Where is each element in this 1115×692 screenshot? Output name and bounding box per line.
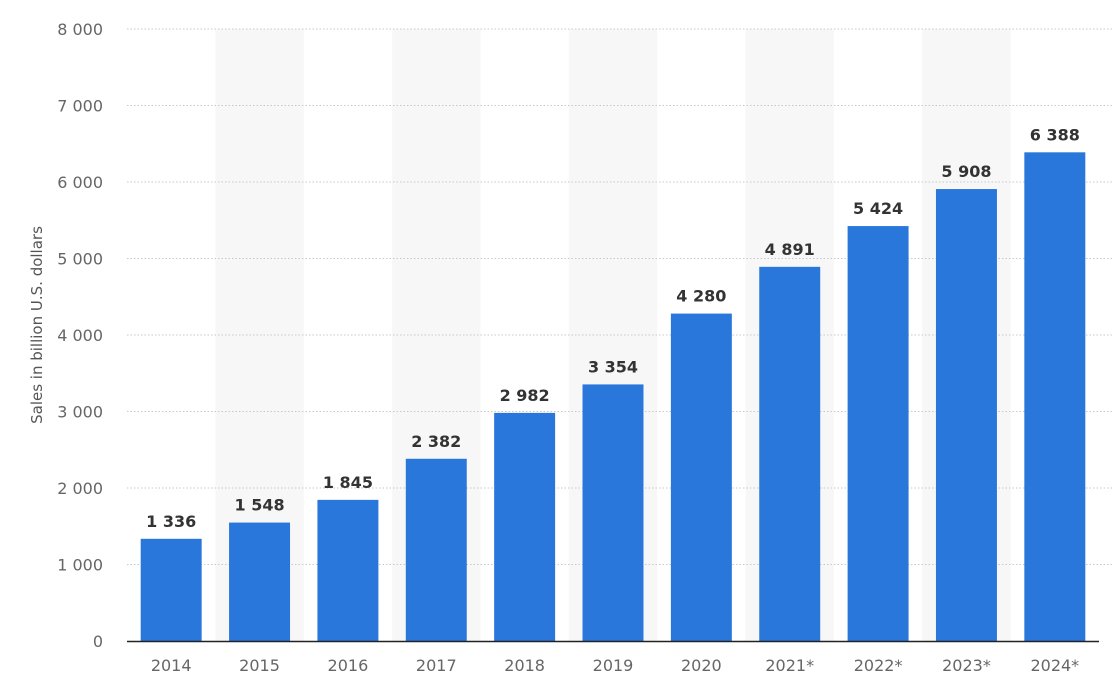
bar[interactable] — [317, 499, 379, 641]
bar-value-label: 6 388 — [1030, 125, 1080, 144]
x-tick-label: 2016 — [328, 656, 369, 675]
bar-value-label: 2 982 — [500, 386, 550, 405]
data-labels: 1 336 1 548 1 845 2 382 2 982 3 354 4 280 4 891… — [146, 125, 1080, 530]
x-axis-ticks: 2014 2015 2016 2017 2018 2019 2020 2021* 2022* 20… — [151, 656, 1079, 675]
bar-value-label: 1 336 — [146, 512, 196, 531]
bar[interactable] — [759, 266, 821, 641]
x-tick-label: 2015 — [239, 656, 280, 675]
y-axis-ticks: 0 1 000 2 000 3 000 4 000 5 000 6 000 7 000 8 00… — [57, 20, 103, 651]
bar[interactable] — [670, 313, 732, 641]
bar[interactable] — [847, 226, 909, 641]
y-tick-label: 2 000 — [57, 479, 103, 498]
bar-value-label: 1 845 — [323, 473, 373, 492]
x-tick-label: 2020 — [681, 656, 722, 675]
x-tick-label: 2024* — [1030, 656, 1079, 675]
y-tick-label: 3 000 — [57, 403, 103, 422]
bar-value-label: 4 280 — [676, 287, 726, 306]
y-tick-label: 6 000 — [57, 173, 103, 192]
y-tick-label: 0 — [93, 632, 103, 651]
x-tick-label: 2022* — [854, 656, 903, 675]
y-tick-label: 4 000 — [57, 326, 103, 345]
bar[interactable] — [1024, 152, 1086, 641]
bar[interactable] — [494, 412, 556, 641]
x-tick-label: 2023* — [942, 656, 991, 675]
bar-value-label: 2 382 — [411, 432, 461, 451]
bar[interactable] — [935, 189, 997, 641]
y-axis-title: Sales in billion U.S. dollars — [28, 226, 46, 424]
x-tick-label: 2014 — [151, 656, 192, 675]
bar-value-label: 5 908 — [941, 162, 991, 181]
bar[interactable] — [140, 538, 202, 641]
bar-value-label: 3 354 — [588, 357, 638, 376]
bar-value-label: 5 424 — [853, 199, 903, 218]
y-tick-label: 8 000 — [57, 20, 103, 39]
x-tick-label: 2018 — [504, 656, 545, 675]
bar[interactable] — [582, 384, 644, 641]
bar-value-label: 1 548 — [234, 496, 284, 515]
bar-value-label: 4 891 — [765, 240, 815, 259]
y-tick-label: 5 000 — [57, 250, 103, 269]
bars — [140, 152, 1086, 641]
bar[interactable] — [229, 522, 291, 641]
x-tick-label: 2021* — [765, 656, 814, 675]
x-tick-label: 2017 — [416, 656, 457, 675]
x-tick-label: 2019 — [593, 656, 634, 675]
y-tick-label: 1 000 — [57, 556, 103, 575]
y-tick-label: 7 000 — [57, 97, 103, 116]
bar[interactable] — [405, 458, 467, 641]
